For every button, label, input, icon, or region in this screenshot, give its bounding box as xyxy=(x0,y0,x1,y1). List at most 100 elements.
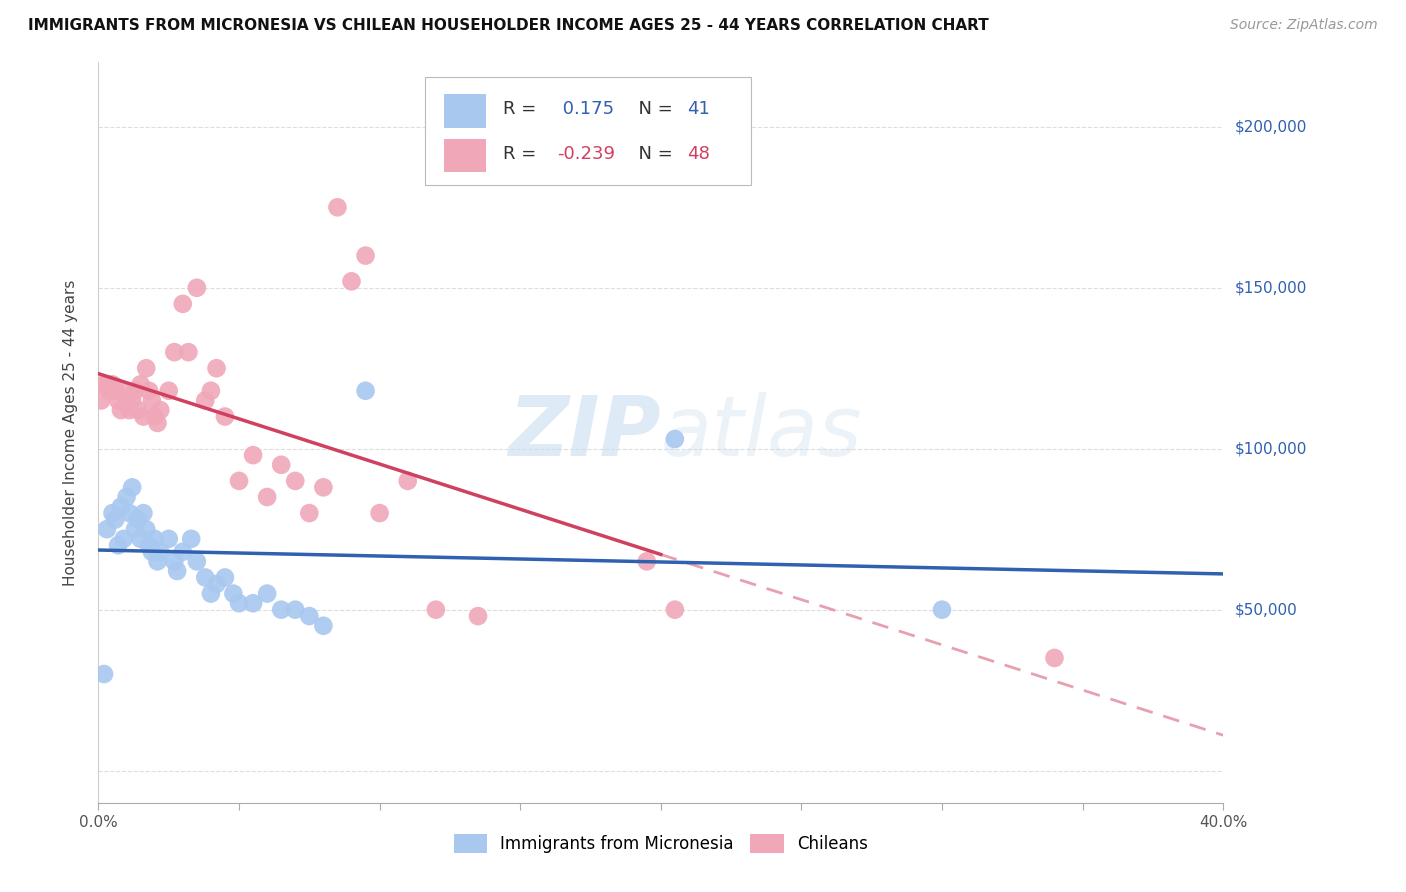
Point xyxy=(368,506,391,520)
Point xyxy=(118,506,141,520)
Point xyxy=(104,512,127,526)
Point xyxy=(298,506,321,520)
Point xyxy=(228,596,250,610)
Point xyxy=(340,274,363,288)
Point xyxy=(312,619,335,633)
Point xyxy=(194,393,217,408)
Point xyxy=(132,506,155,520)
Point xyxy=(425,602,447,616)
Point xyxy=(124,522,146,536)
Text: $100,000: $100,000 xyxy=(1234,442,1306,456)
Text: ZIP: ZIP xyxy=(508,392,661,473)
Point xyxy=(112,532,135,546)
Text: 41: 41 xyxy=(686,100,710,118)
Point xyxy=(135,522,157,536)
Point xyxy=(256,586,278,600)
Text: 48: 48 xyxy=(686,145,710,162)
Point xyxy=(214,409,236,424)
Point xyxy=(129,377,152,392)
Point xyxy=(326,200,349,214)
Point xyxy=(166,564,188,578)
Point xyxy=(177,345,200,359)
Point xyxy=(180,532,202,546)
Point xyxy=(214,570,236,584)
Point xyxy=(467,609,489,624)
Point xyxy=(146,554,169,568)
Point xyxy=(138,384,160,398)
Point xyxy=(96,522,118,536)
Point xyxy=(121,393,143,408)
Text: IMMIGRANTS FROM MICRONESIA VS CHILEAN HOUSEHOLDER INCOME AGES 25 - 44 YEARS CORR: IMMIGRANTS FROM MICRONESIA VS CHILEAN HO… xyxy=(28,18,988,33)
Point xyxy=(163,345,186,359)
Point xyxy=(172,297,194,311)
Point xyxy=(124,384,146,398)
Point xyxy=(256,490,278,504)
Point xyxy=(228,474,250,488)
Text: $50,000: $50,000 xyxy=(1234,602,1298,617)
Point xyxy=(110,403,132,417)
Point xyxy=(157,532,180,546)
Point xyxy=(157,384,180,398)
Point xyxy=(284,474,307,488)
Point xyxy=(143,532,166,546)
Point xyxy=(186,554,208,568)
Point xyxy=(129,532,152,546)
Point xyxy=(664,432,686,446)
Text: $200,000: $200,000 xyxy=(1234,120,1306,135)
Point xyxy=(242,596,264,610)
Point xyxy=(270,458,292,472)
Point xyxy=(172,545,194,559)
Point xyxy=(149,545,172,559)
Point xyxy=(101,377,124,392)
Point xyxy=(127,512,149,526)
Point xyxy=(298,609,321,624)
Point xyxy=(110,500,132,514)
Point xyxy=(90,393,112,408)
Bar xyxy=(444,138,486,172)
Point xyxy=(93,377,115,392)
Y-axis label: Householder Income Ages 25 - 44 years: Householder Income Ages 25 - 44 years xyxy=(63,279,77,586)
Point xyxy=(222,586,245,600)
Point xyxy=(118,403,141,417)
Point xyxy=(270,602,292,616)
Point xyxy=(121,480,143,494)
Point xyxy=(141,545,163,559)
Point xyxy=(200,384,222,398)
Point xyxy=(284,602,307,616)
Point xyxy=(141,393,163,408)
Point xyxy=(138,538,160,552)
Point xyxy=(931,602,953,616)
Text: 0.175: 0.175 xyxy=(557,100,614,118)
Point xyxy=(107,393,129,408)
Text: $150,000: $150,000 xyxy=(1234,280,1306,295)
Point xyxy=(205,577,228,591)
Point xyxy=(200,586,222,600)
Point xyxy=(396,474,419,488)
Point xyxy=(186,281,208,295)
Text: R =: R = xyxy=(503,145,543,162)
Point xyxy=(93,667,115,681)
Point xyxy=(107,538,129,552)
Point xyxy=(104,384,127,398)
Legend: Immigrants from Micronesia, Chileans: Immigrants from Micronesia, Chileans xyxy=(446,825,876,861)
Point xyxy=(98,384,121,398)
Point xyxy=(354,249,377,263)
Point xyxy=(146,416,169,430)
Point xyxy=(112,384,135,398)
Point xyxy=(135,361,157,376)
Point xyxy=(127,403,149,417)
Point xyxy=(636,554,658,568)
Point xyxy=(115,490,138,504)
Point xyxy=(101,506,124,520)
Point xyxy=(132,409,155,424)
Point xyxy=(312,480,335,494)
Text: N =: N = xyxy=(627,145,679,162)
Point xyxy=(149,403,172,417)
Text: Source: ZipAtlas.com: Source: ZipAtlas.com xyxy=(1230,18,1378,32)
Bar xyxy=(444,95,486,128)
Point xyxy=(1043,651,1066,665)
Point xyxy=(242,448,264,462)
Text: N =: N = xyxy=(627,100,679,118)
Point xyxy=(194,570,217,584)
Point xyxy=(115,393,138,408)
